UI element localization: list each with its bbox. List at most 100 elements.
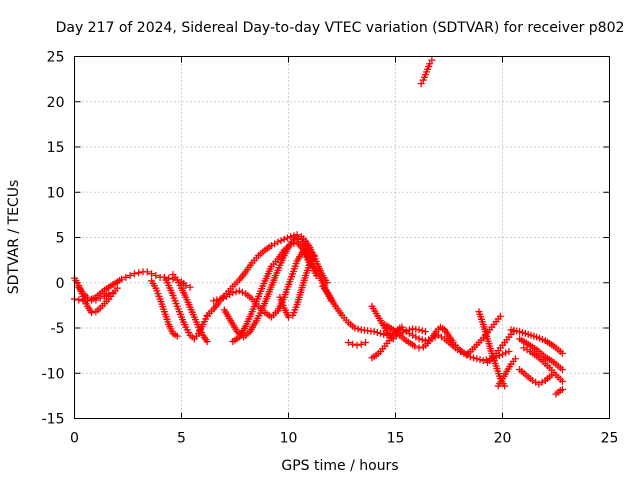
data-point (291, 234, 299, 241)
data-point (310, 252, 318, 260)
x-tick-label: 25 (601, 431, 619, 447)
data-point (238, 288, 246, 296)
data-point (235, 287, 243, 295)
data-point (476, 356, 484, 364)
data-point (373, 329, 381, 337)
x-tick-label: 5 (177, 431, 186, 447)
data-point (354, 325, 362, 333)
series-arc-m (344, 338, 370, 349)
series-arc-c (75, 283, 117, 304)
data-point (203, 338, 211, 346)
data-point (210, 297, 218, 305)
data-point (558, 386, 566, 394)
data-point (353, 341, 361, 349)
data-points (71, 56, 566, 398)
data-point (415, 344, 423, 352)
data-point (118, 275, 126, 283)
data-point (130, 270, 138, 278)
y-tick-label: -15 (42, 412, 65, 428)
data-point (377, 329, 385, 337)
series-arc-e (160, 273, 211, 343)
series-arc-i (220, 234, 335, 341)
data-point (418, 336, 426, 344)
y-tick-label: 5 (56, 231, 65, 247)
data-point (274, 238, 282, 246)
data-point (173, 332, 181, 340)
data-point (213, 296, 221, 304)
series-arc-f (169, 271, 211, 346)
x-tick-label: 20 (494, 431, 512, 447)
data-point (505, 348, 513, 356)
series-arc-l (319, 282, 513, 365)
series-arc-d (148, 277, 181, 340)
data-point (109, 289, 117, 297)
series-arc-v (507, 326, 566, 357)
data-point (418, 327, 426, 335)
y-tick-label: 20 (47, 95, 65, 111)
data-point (126, 272, 134, 280)
y-tick-label: 25 (47, 50, 65, 66)
data-point (113, 284, 121, 292)
series-arc-q (389, 325, 429, 341)
data-point (415, 326, 423, 334)
axis-ticks: 0 5 10 15 20 25 -15 -10 -5 0 5 10 15 20 25 (42, 50, 619, 447)
series-arc-j (229, 238, 314, 346)
data-point (501, 382, 509, 390)
data-point (417, 80, 425, 88)
data-point (548, 371, 556, 379)
data-point (357, 340, 365, 348)
y-tick-label: 0 (56, 276, 65, 292)
series-arc-z (552, 386, 566, 398)
data-point (558, 366, 566, 374)
data-point (380, 330, 388, 338)
data-point (502, 349, 510, 357)
data-point (75, 296, 83, 304)
data-point (351, 324, 359, 332)
data-point (405, 326, 413, 334)
data-point (344, 338, 352, 346)
data-point (426, 60, 434, 68)
data-point (398, 323, 406, 331)
data-point (290, 239, 298, 247)
data-point (232, 288, 240, 296)
grid-lines (74, 56, 610, 419)
series-arc-k (276, 252, 318, 321)
data-point (287, 241, 295, 249)
y-tick-label: -10 (42, 366, 65, 382)
series-arc-y (516, 366, 556, 388)
data-point (511, 355, 519, 363)
data-point (396, 329, 404, 337)
chart-title: Day 217 of 2024, Sidereal Day-to-day VTE… (56, 20, 625, 36)
data-point (143, 268, 151, 276)
series-arc-x (520, 344, 566, 385)
data-point (411, 342, 419, 350)
data-point (280, 235, 288, 243)
series-arc-s (475, 308, 509, 390)
data-point (122, 273, 130, 281)
data-point (216, 295, 224, 303)
x-tick-label: 0 (70, 431, 79, 447)
data-point (105, 290, 113, 298)
data-point (499, 350, 506, 358)
x-tick-label: 15 (387, 431, 405, 447)
data-point (349, 340, 357, 348)
y-tick-label: 10 (47, 185, 65, 201)
data-point (92, 296, 100, 304)
data-point (277, 237, 285, 245)
data-point (370, 328, 378, 336)
data-point (558, 377, 566, 385)
series-arc-w (516, 335, 566, 374)
data-point (399, 328, 407, 336)
data-point (186, 283, 194, 291)
data-point (219, 294, 227, 302)
y-tick-label: 15 (47, 140, 65, 156)
data-point (421, 328, 429, 336)
data-point (402, 327, 410, 335)
data-point (362, 338, 370, 346)
x-axis-label: GPS time / hours (281, 458, 398, 474)
data-point (496, 312, 504, 320)
data-point (558, 349, 566, 357)
data-point (479, 357, 487, 365)
data-point (285, 313, 292, 321)
